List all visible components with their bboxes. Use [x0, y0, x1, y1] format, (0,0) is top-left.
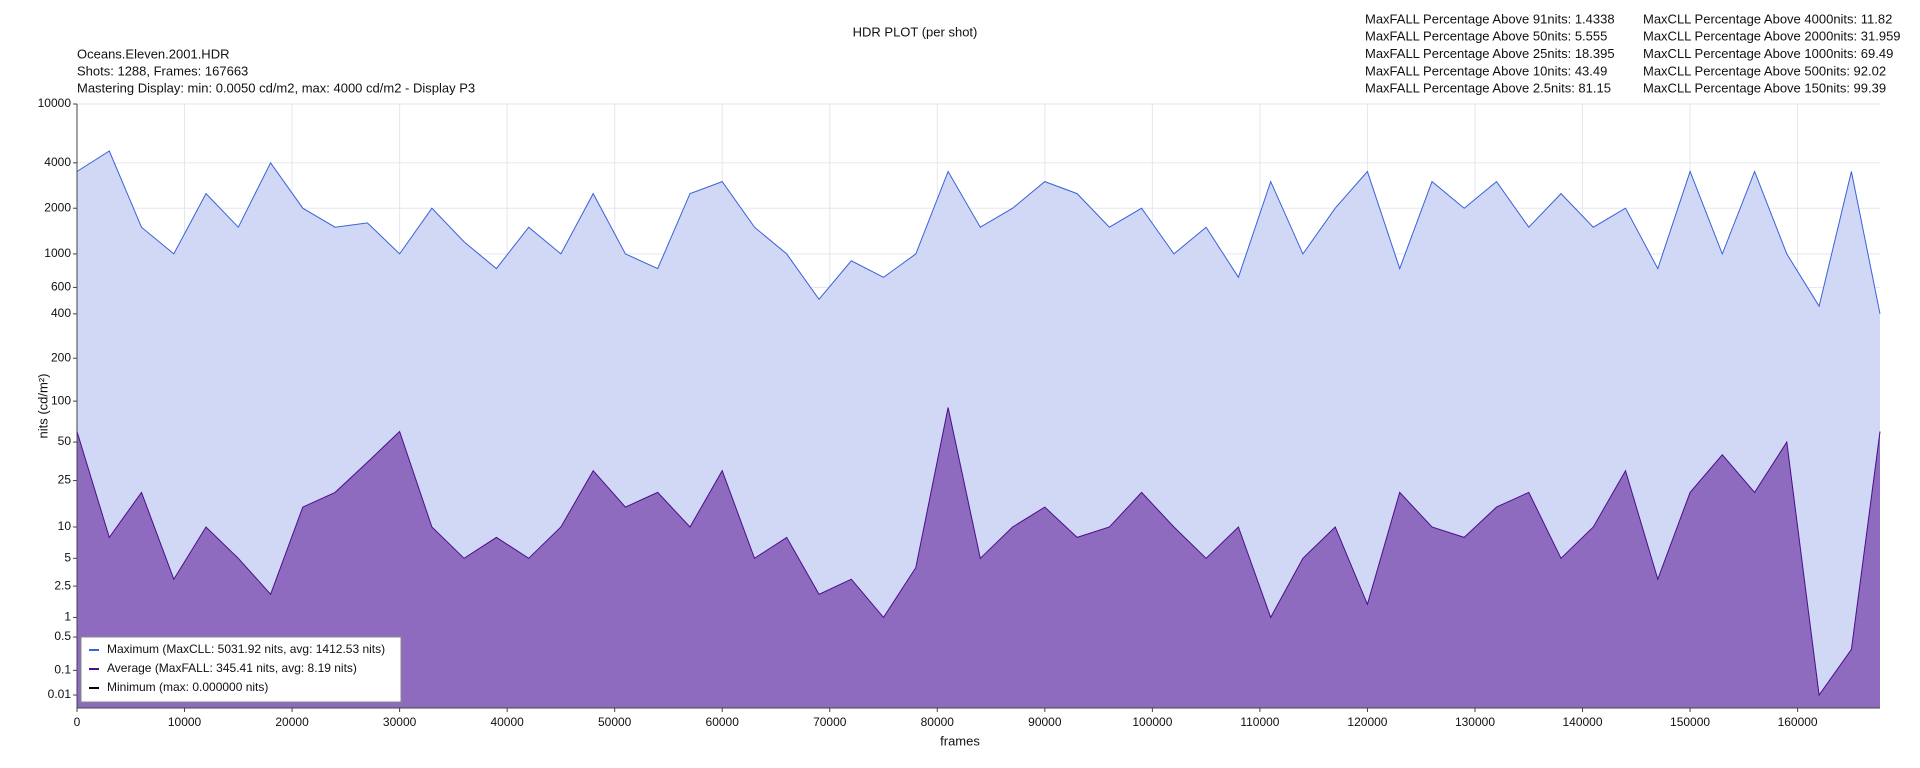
series-area — [77, 407, 1880, 708]
y-tick-label: 4000 — [44, 155, 71, 169]
stat-text: MaxCLL Percentage Above 4000nits: 11.82 — [1643, 11, 1892, 26]
x-tick-label: 150000 — [1670, 715, 1710, 729]
x-tick-label: 90000 — [1028, 715, 1062, 729]
series-line — [76, 150, 1881, 314]
stat-text: MaxFALL Percentage Above 91nits: 1.4338 — [1365, 11, 1615, 26]
y-tick-label: 100 — [51, 393, 71, 407]
stat-text: MaxFALL Percentage Above 50nits: 5.555 — [1365, 29, 1607, 44]
stat-text: MaxCLL Percentage Above 2000nits: 31.959 — [1643, 29, 1901, 44]
y-tick-label: 0.1 — [54, 663, 71, 677]
x-tick-label: 130000 — [1455, 715, 1495, 729]
series-line — [76, 407, 1881, 697]
x-tick-label: 80000 — [921, 715, 955, 729]
y-tick-label: 10 — [58, 519, 72, 533]
info-text: Shots: 1288, Frames: 167663 — [77, 63, 248, 78]
stat-text: MaxCLL Percentage Above 150nits: 99.39 — [1643, 81, 1886, 96]
x-tick-label: 70000 — [813, 715, 847, 729]
x-tick-label: 40000 — [490, 715, 524, 729]
y-tick-label: 5 — [64, 550, 71, 564]
chart-title: HDR PLOT (per shot) — [853, 24, 978, 39]
legend-label: Minimum (max: 0.000000 nits) — [107, 680, 268, 694]
x-tick-label: 110000 — [1240, 715, 1279, 729]
legend-label: Average (MaxFALL: 345.41 nits, avg: 8.19… — [107, 661, 357, 675]
stat-text: MaxCLL Percentage Above 500nits: 92.02 — [1643, 63, 1886, 78]
y-tick-label: 2.5 — [54, 578, 71, 592]
y-tick-label: 1000 — [44, 246, 71, 260]
x-axis-label: frames — [940, 733, 980, 748]
stat-text: MaxFALL Percentage Above 10nits: 43.49 — [1365, 63, 1607, 78]
x-tick-label: 160000 — [1778, 715, 1818, 729]
x-tick-label: 0 — [74, 715, 81, 729]
y-tick-label: 0.5 — [54, 629, 71, 643]
info-text: Oceans.Eleven.2001.HDR — [77, 46, 229, 61]
y-tick-label: 10000 — [38, 96, 72, 110]
y-tick-label: 0.01 — [48, 687, 72, 701]
info-text: Mastering Display: min: 0.0050 cd/m2, ma… — [77, 80, 475, 95]
y-tick-label: 400 — [51, 306, 71, 320]
stat-text: MaxCLL Percentage Above 1000nits: 69.49 — [1643, 46, 1893, 61]
x-tick-label: 120000 — [1347, 715, 1387, 729]
x-tick-label: 140000 — [1562, 715, 1602, 729]
x-tick-label: 50000 — [598, 715, 632, 729]
legend: Maximum (MaxCLL: 5031.92 nits, avg: 1412… — [80, 636, 402, 703]
x-tick-label: 60000 — [706, 715, 740, 729]
y-tick-label: 50 — [58, 434, 72, 448]
y-tick-label: 600 — [51, 280, 71, 294]
y-tick-label: 25 — [58, 473, 72, 487]
legend-label: Maximum (MaxCLL: 5031.92 nits, avg: 1412… — [107, 642, 385, 656]
stat-text: MaxFALL Percentage Above 2.5nits: 81.15 — [1365, 81, 1611, 96]
y-tick-label: 2000 — [44, 200, 71, 214]
y-axis-label: nits (cd/m²) — [35, 374, 50, 439]
y-tick-label: 1 — [64, 610, 71, 624]
x-tick-label: 20000 — [275, 715, 309, 729]
x-tick-label: 100000 — [1132, 715, 1172, 729]
legend-box — [80, 636, 402, 703]
x-tick-label: 30000 — [383, 715, 417, 729]
x-tick-label: 10000 — [168, 715, 202, 729]
y-tick-label: 200 — [51, 350, 71, 364]
stat-text: MaxFALL Percentage Above 25nits: 18.395 — [1365, 46, 1615, 61]
